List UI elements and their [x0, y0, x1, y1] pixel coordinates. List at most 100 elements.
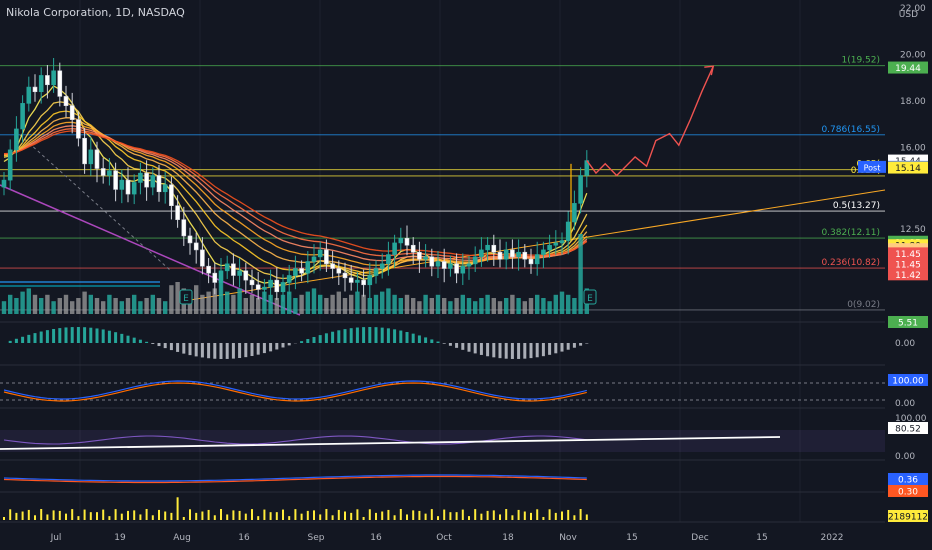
candle-body — [293, 268, 298, 276]
projection-arrowhead — [704, 65, 715, 76]
macd-bar-positive — [95, 328, 99, 343]
macd-bar-negative — [151, 343, 155, 344]
candle-body — [224, 263, 230, 272]
candle-body — [392, 242, 397, 255]
candle-body — [274, 279, 280, 293]
candle-body — [51, 70, 56, 86]
candle-body — [169, 184, 174, 207]
price-badge — [888, 61, 928, 74]
price-badge — [888, 268, 928, 281]
ema-line — [3, 125, 588, 262]
time-axis: Jul 19 Aug 16 Sep 16 Oct 18 Nov 15 Dec 15 2022 — [50, 533, 844, 543]
time-tick: 16 — [238, 533, 250, 543]
volume-bar — [380, 291, 385, 314]
volume-bar — [144, 298, 149, 314]
volume-osc-bar — [34, 515, 36, 520]
volume-osc-bar — [139, 514, 142, 520]
volume-bar — [299, 294, 304, 314]
price-tick: 18.00 — [900, 97, 926, 107]
macd-bar-positive — [107, 330, 111, 343]
indicator-tick: 100.00 — [895, 414, 927, 424]
volume-bar — [361, 294, 366, 314]
volume-osc-bar — [15, 512, 18, 520]
fib-label: 0.5(13.27) — [833, 201, 880, 211]
volume-bar — [249, 294, 255, 314]
earnings-label: E — [587, 294, 593, 304]
volume-osc-bar — [306, 510, 309, 520]
candle-body — [206, 265, 211, 274]
macd-bar-negative — [256, 343, 260, 355]
macd-bar-positive — [52, 328, 56, 343]
macd-bar-positive — [33, 333, 37, 343]
volume-bar — [411, 298, 416, 314]
macd-bar-positive — [430, 339, 434, 343]
indicator-badge — [888, 510, 928, 522]
macd-bar-negative — [194, 343, 198, 357]
time-tick: Nov — [559, 533, 577, 543]
macd-bar-positive — [45, 330, 49, 343]
candle-body — [324, 249, 329, 265]
time-tick: Dec — [691, 533, 708, 543]
volume-bar — [156, 298, 162, 314]
candle-body — [63, 96, 69, 106]
macd-bar-negative — [213, 343, 217, 359]
indicator-tick: 0.00 — [895, 452, 915, 462]
candle-body — [491, 244, 497, 253]
macd-bar-positive — [417, 335, 421, 343]
volume-osc-bar — [170, 512, 173, 520]
indicator-badge — [888, 422, 928, 434]
volume-bar — [225, 291, 230, 314]
volume-bar — [336, 291, 341, 314]
candle-body — [485, 244, 490, 251]
volume-osc-bar — [108, 516, 111, 520]
volume-osc-bar — [523, 511, 526, 520]
candle-body — [553, 242, 559, 246]
volume-osc-bar — [530, 512, 532, 520]
time-tick: 18 — [502, 533, 514, 543]
volume-bar — [138, 301, 143, 314]
time-tick: 2022 — [821, 533, 844, 543]
volume-osc-bar — [300, 513, 303, 520]
volume-osc-bar — [263, 509, 266, 520]
volume-osc-bar — [561, 511, 563, 520]
volume-osc-bar — [269, 512, 272, 520]
volume-bar — [404, 294, 410, 314]
volume-bar — [125, 298, 131, 314]
candle-body — [119, 179, 125, 190]
macd-bar-negative — [535, 343, 539, 358]
candle-body — [20, 103, 25, 130]
volume-osc-bar — [27, 509, 30, 520]
volume-bar — [163, 301, 168, 314]
candle-body — [386, 254, 391, 265]
volume-bar — [175, 282, 180, 314]
dashed-trendline — [19, 134, 171, 271]
macd-bar-positive — [27, 334, 31, 343]
candle-body — [212, 272, 218, 283]
volume-osc-bar — [430, 509, 433, 520]
macd-bar-positive — [399, 330, 403, 343]
price-tick: 20.00 — [900, 51, 926, 61]
macd-bar-negative — [510, 343, 514, 359]
macd-bar-negative — [529, 343, 533, 359]
candle-body — [76, 119, 81, 139]
macd-bar-negative — [504, 343, 508, 359]
candle-body — [144, 172, 149, 188]
volume-osc-bar — [282, 509, 284, 520]
candle-body — [26, 86, 32, 104]
candle-body — [94, 149, 100, 169]
candle-body — [218, 270, 224, 283]
volume-bar — [367, 298, 372, 314]
volume-osc-bar — [393, 515, 396, 520]
volume-osc-bar — [319, 514, 322, 520]
volume-osc-bar — [387, 509, 390, 520]
volume-osc-bar — [65, 513, 67, 520]
volume-osc-bar — [554, 512, 557, 520]
macd-bar-negative — [225, 343, 229, 359]
indicator-badge-label: 80.52 — [895, 425, 921, 435]
macd-bar-negative — [579, 343, 583, 346]
volume-osc-bar — [381, 511, 384, 520]
volume-bar — [435, 294, 441, 314]
macd-bar-positive — [355, 327, 359, 343]
candle-body — [156, 175, 162, 193]
